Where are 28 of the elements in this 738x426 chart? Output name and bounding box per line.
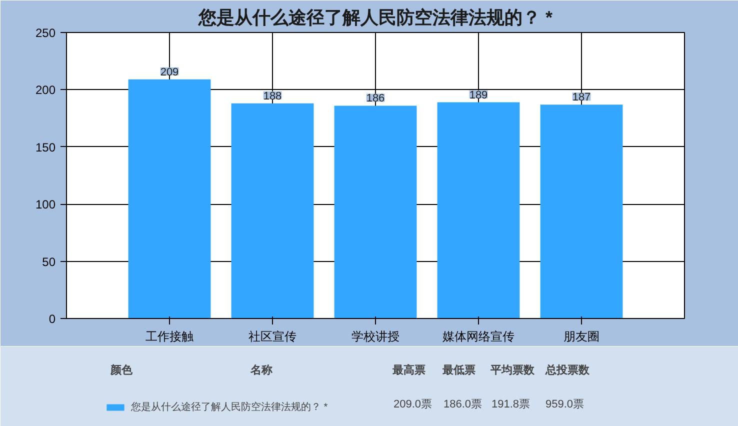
data-label: 186 <box>366 92 385 105</box>
x-tick-label: 媒体网络宣传 <box>442 330 514 344</box>
data-label: 209 <box>160 66 179 78</box>
y-tick-label: 0 <box>48 312 56 326</box>
text: 颜色 <box>110 364 134 376</box>
text: 总投票数 <box>544 364 590 376</box>
x-tick-label: 社区宣传 <box>248 330 296 344</box>
x-tick-label: 朋友圈 <box>564 330 600 344</box>
data-label: 188 <box>263 90 282 102</box>
text: 平均票数 <box>490 364 536 376</box>
text: 186.0票 <box>444 398 482 410</box>
legend-label: 您是从什么途径了解人民防空法律法规的？ * <box>131 400 328 414</box>
text: 最高票 <box>392 364 426 376</box>
data-label: 189 <box>469 89 488 102</box>
text: 191.8票 <box>492 398 530 410</box>
data-label: 187 <box>572 92 591 104</box>
text: 最低票 <box>442 364 476 376</box>
y-tick-label: 150 <box>35 140 56 154</box>
text: 名称 <box>250 364 274 376</box>
text: 209.0票 <box>394 398 432 410</box>
x-tick-label: 学校讲授 <box>352 330 400 344</box>
y-tick-label: 100 <box>35 198 56 212</box>
text: 959.0票 <box>546 398 584 410</box>
y-tick-label: 200 <box>35 83 56 98</box>
x-tick-label: 工作接触 <box>146 330 194 344</box>
y-tick-label: 50 <box>42 254 56 269</box>
y-tick-label: 250 <box>35 26 56 40</box>
chart-title: 您是从什么途径了解人民防空法律法规的？ * <box>197 8 553 28</box>
